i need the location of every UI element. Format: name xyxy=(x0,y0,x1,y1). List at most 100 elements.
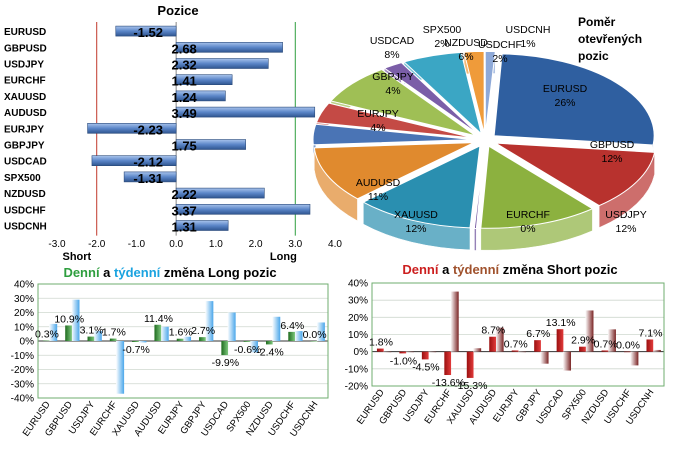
data-label: 6.4% xyxy=(280,320,304,332)
daily-bar-usdchf xyxy=(288,331,295,341)
data-label: 13.1% xyxy=(546,317,576,329)
pie-slice-label: EURUSD xyxy=(543,83,588,95)
y-tick-label: 20% xyxy=(14,308,34,319)
short-change-chart: Denní a týdenní změna Short pozic 1.8% -1… xyxy=(345,262,665,427)
pozice-category-label: SPX500 xyxy=(4,173,41,184)
pie-slice-gbpjpy xyxy=(315,102,474,139)
pozice-value-label: 1.24 xyxy=(171,90,197,105)
y-tick-label: -40% xyxy=(11,394,34,405)
pie-slice-value: 12% xyxy=(405,223,426,235)
pie-slice-value: 12% xyxy=(615,223,636,235)
pozice-bar-audusd xyxy=(175,106,316,118)
pozice-title: Pozice xyxy=(157,3,198,18)
pozice-bar-usdcnh xyxy=(175,220,229,231)
data-label: -0.6% xyxy=(234,344,261,356)
daily-bar-eurusd xyxy=(42,340,50,342)
long-change-chart: Denní a týdenní změna Long pozic 0.3% 10.… xyxy=(11,265,329,439)
short-title-part-1: Denní xyxy=(402,262,439,277)
data-label: 0.3% xyxy=(35,329,59,341)
daily-bar-xauusd xyxy=(466,351,474,378)
pozice-bar-spx500 xyxy=(123,171,177,183)
data-label: 8.7% xyxy=(481,325,505,337)
data-label: 7.1% xyxy=(639,327,663,339)
pozice-category-label: USDCNH xyxy=(4,222,47,233)
weekly-bar-xauusd xyxy=(473,348,482,352)
pie-slice-usdjpy xyxy=(480,145,594,229)
daily-bar-eurjpy xyxy=(511,350,519,352)
pozice-bar-xauusd xyxy=(175,90,226,102)
data-label: 11.4% xyxy=(144,313,173,325)
data-label: 3.1% xyxy=(80,325,104,337)
weekly-bar-nzdusd xyxy=(272,316,281,341)
daily-bar-usdcad xyxy=(221,341,229,356)
data-label: 10.9% xyxy=(54,313,84,325)
pie-slice-usdcad xyxy=(329,68,477,137)
pie-slice-usdchf xyxy=(463,50,485,134)
pie-title-line-3: pozic xyxy=(578,49,609,63)
weekly-bar-gbpjpy xyxy=(205,301,214,341)
weekly-bar-usdchf xyxy=(294,331,303,341)
pie-slice-side-eurchf xyxy=(474,228,477,251)
daily-bar-audusd xyxy=(154,324,162,341)
pozice-bar-usdchf xyxy=(175,204,311,215)
pomer-pie-chart: EURUSD 26% GBPUSD 12% USDJPY 12% EURCHF 0% XAUUS… xyxy=(312,15,656,251)
long-title-part-4: změna Long pozic xyxy=(160,265,276,280)
daily-bar-usdcnh xyxy=(310,341,318,342)
long-change-title: Denní a týdenní změna Long pozic xyxy=(63,265,276,280)
daily-bar-spx500 xyxy=(579,346,586,352)
daily-bar-usdjpy xyxy=(87,336,95,341)
data-label: 0.0% xyxy=(303,329,327,341)
weekly-bar-eurchf xyxy=(450,291,459,352)
pozice-category-label: USDCHF xyxy=(4,205,46,216)
data-label: 0.7% xyxy=(504,338,528,350)
pie-slice-label: GBPJPY xyxy=(372,71,413,83)
daily-bar-eurjpy xyxy=(176,338,184,341)
data-label: 2.9% xyxy=(571,335,595,347)
pie-slice-eurusd xyxy=(493,53,655,146)
weekly-bar-audusd xyxy=(160,326,169,341)
pozice-category-label: XAUUSD xyxy=(4,92,46,103)
daily-bar-gbpjpy xyxy=(199,337,206,341)
pie-slice-audusd xyxy=(313,142,475,200)
data-label: -13.6% xyxy=(432,377,465,389)
pozice-x-tick: 4.0 xyxy=(328,239,342,250)
pie-slice-usdcnh xyxy=(484,50,496,134)
pie-slice-label: USDJPY xyxy=(605,209,646,221)
y-tick-label: 10% xyxy=(14,322,34,333)
data-label: 1.6% xyxy=(169,327,193,339)
pie-slice-value: 4% xyxy=(370,122,385,134)
pozice-bar-eurchf xyxy=(175,74,233,85)
pozice-category-label: EURCHF xyxy=(4,76,46,87)
pozice-value-label: -1.31 xyxy=(133,171,163,186)
long-title-part-2: a xyxy=(100,265,114,280)
pie-slice-eurjpy xyxy=(312,123,474,146)
pozice-value-label: 2.68 xyxy=(171,41,196,56)
y-tick-label: -10% xyxy=(345,364,368,375)
pozice-x-tick: -2.0 xyxy=(88,239,106,250)
pie-slice-value: 6% xyxy=(458,51,473,63)
pozice-value-label: 2.32 xyxy=(171,58,196,73)
pie-slice-value: 26% xyxy=(554,97,575,109)
weekly-bar-usdcad xyxy=(227,312,236,341)
pie-slice-label: USDCAD xyxy=(370,35,415,47)
pozice-bar-gbpusd xyxy=(175,41,283,53)
y-tick-label: 40% xyxy=(348,279,368,290)
pozice-x-tick: 3.0 xyxy=(288,239,302,250)
pozice-value-label: 1.75 xyxy=(171,139,196,154)
short-title-part-3: týdenní xyxy=(453,262,500,277)
plot-frame xyxy=(371,282,665,387)
pie-slice-label: XAUUSD xyxy=(394,209,438,221)
pozice-category-label: USDCAD xyxy=(4,157,47,168)
pie-slice-spx500 xyxy=(383,62,479,135)
pie-slice-value: 2% xyxy=(492,53,507,65)
pozice-value-label: 1.41 xyxy=(171,74,196,89)
weekly-bar-spx500 xyxy=(249,341,258,353)
y-tick-label: -10% xyxy=(11,351,34,362)
pie-slice-value: 12% xyxy=(601,153,622,165)
pie-slice-label: NZDUSD xyxy=(444,37,488,49)
daily-bar-usdchf xyxy=(624,351,631,353)
short-change-title: Denní a týdenní změna Short pozic xyxy=(402,262,617,277)
pozice-x-tick: 1.0 xyxy=(209,239,223,250)
data-label: -1.0% xyxy=(390,355,417,367)
pie-slice-value: 2% xyxy=(434,38,449,50)
